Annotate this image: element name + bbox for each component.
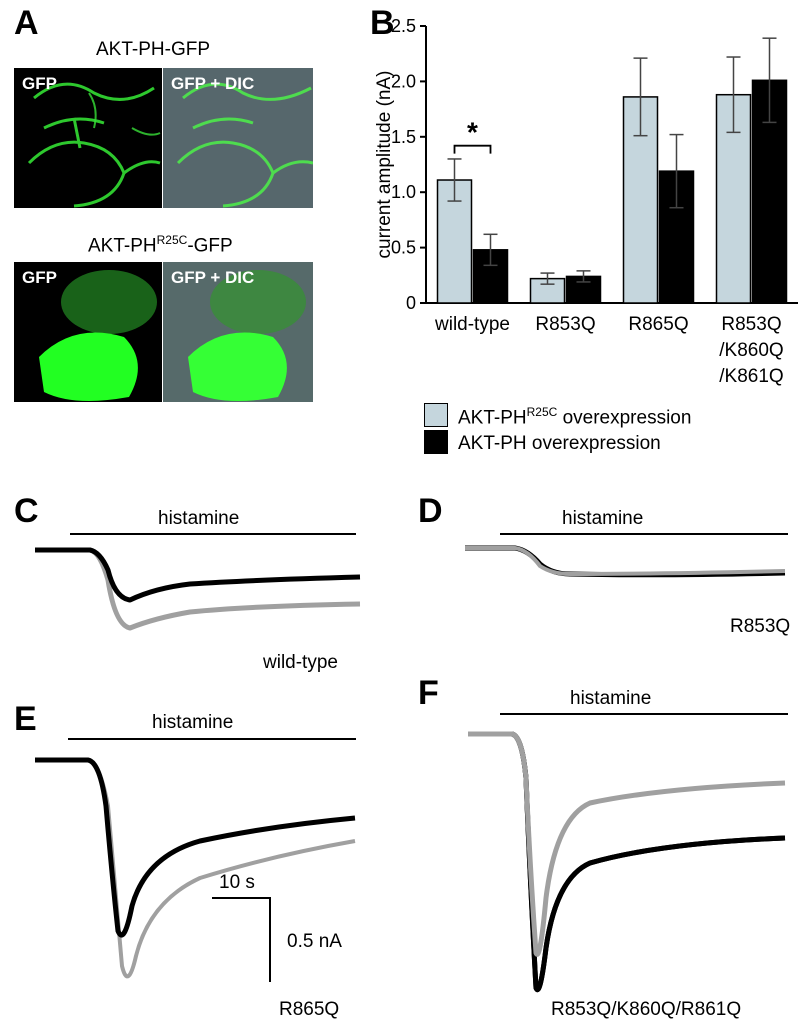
panel-f-traces <box>468 731 786 993</box>
panel-letter-f: F <box>418 674 439 712</box>
panel-c-stimulus-bar <box>70 533 356 535</box>
panel-a-bottom-title-main: AKT-PH <box>88 235 157 257</box>
category-label: R865Q <box>628 314 688 335</box>
micrograph-akt-ph-gfp-image <box>27 82 161 208</box>
panel-f-stimulus-label: histamine <box>570 688 652 709</box>
micrograph-label-gfp-dic: GFP + DIC <box>171 74 255 93</box>
panel-e-trace-label: R865Q <box>279 999 340 1020</box>
legend-label-r25c-main: AKT-PH <box>458 407 527 429</box>
panel-c-stimulus-label: histamine <box>158 508 240 529</box>
panel-c-trace-label: wild-type <box>263 652 338 673</box>
panel-letter-c: C <box>14 492 39 530</box>
micrograph-akt-ph-r25c-gfp: GFP <box>14 262 162 402</box>
legend-label-r25c: AKT-PHR25C overexpression <box>458 406 691 427</box>
micrograph-akt-ph-gfp: GFP <box>14 68 162 208</box>
legend-swatch-r25c <box>424 403 448 427</box>
panel-d-traces <box>465 545 786 578</box>
panel-f-trace-label: R853Q/K860Q/R861Q <box>551 999 742 1020</box>
micrograph-label-gfp-dic-2: GFP + DIC <box>171 268 255 287</box>
panel-e-stimulus-label: histamine <box>152 712 234 733</box>
category-label: R853Q <box>721 314 781 335</box>
significance-star: * <box>467 117 478 148</box>
micrograph-akt-ph-r25c-gfp-image <box>39 270 157 401</box>
category-label: R853Q <box>535 314 595 335</box>
panel-a-top-title: AKT-PH-GFP <box>96 39 211 60</box>
panel-a-bottom-title-suffix: -GFP <box>187 235 233 257</box>
micrograph-akt-ph-gfp-dic-image <box>163 68 313 208</box>
micrograph-akt-ph-r25c-gfp-dic: GFP + DIC <box>163 262 313 402</box>
panel-letter-e: E <box>14 700 37 738</box>
bar <box>751 79 788 304</box>
scale-bar-time <box>212 897 270 899</box>
panel-e-traces <box>35 757 356 979</box>
y-tick-label: 2.5 <box>391 16 416 36</box>
y-tick-label: 1.0 <box>391 182 416 202</box>
micrograph-label-gfp: GFP <box>22 74 57 93</box>
panel-letter-d: D <box>418 492 443 530</box>
panel-d-stimulus-bar <box>500 533 788 535</box>
panel-letter-b: B <box>370 4 395 42</box>
panel-d-trace-label: R853Q <box>730 616 791 637</box>
y-axis-label: current amplitude (nA) <box>374 71 395 259</box>
panel-c-traces <box>35 547 361 631</box>
y-tick-label: 1.5 <box>391 127 416 147</box>
category-label: /K860Q <box>719 340 783 361</box>
panel-d-stimulus-label: histamine <box>562 508 644 529</box>
legend-label-akt-ph: AKT-PH overexpression <box>458 433 661 454</box>
category-label: wild-type <box>434 314 510 335</box>
y-tick-label: 0 <box>406 293 416 313</box>
bar-chart: 0 0.5 1.0 1.5 2.0 2.5 current amplitude (nA) wi… <box>374 16 798 387</box>
legend-label-r25c-suffix: overexpression <box>557 407 692 429</box>
panel-e-stimulus-bar <box>68 738 356 740</box>
category-label: /K861Q <box>719 366 783 387</box>
y-tick-label: 0.5 <box>391 238 416 258</box>
panel-a-bottom-title: AKT-PHR25C-GFP <box>88 234 233 255</box>
significance-bracket <box>453 144 492 154</box>
legend-label-r25c-sup: R25C <box>526 405 558 419</box>
micrograph-akt-ph-r25c-gfp-dic-image <box>163 262 313 402</box>
scale-bar-time-label: 10 s <box>219 872 255 893</box>
panel-letter-a: A <box>14 4 39 42</box>
scale-bar-current-label: 0.5 nA <box>287 931 342 952</box>
y-tick-label: 2.0 <box>391 71 416 91</box>
scale-bar-current <box>269 897 271 982</box>
legend-swatch-akt-ph <box>424 430 448 454</box>
micrograph-label-gfp-2: GFP <box>22 268 57 287</box>
micrograph-akt-ph-gfp-dic: GFP + DIC <box>163 68 313 208</box>
panel-f-stimulus-bar <box>500 713 788 715</box>
panel-a-bottom-title-sup: R25C <box>156 233 188 247</box>
